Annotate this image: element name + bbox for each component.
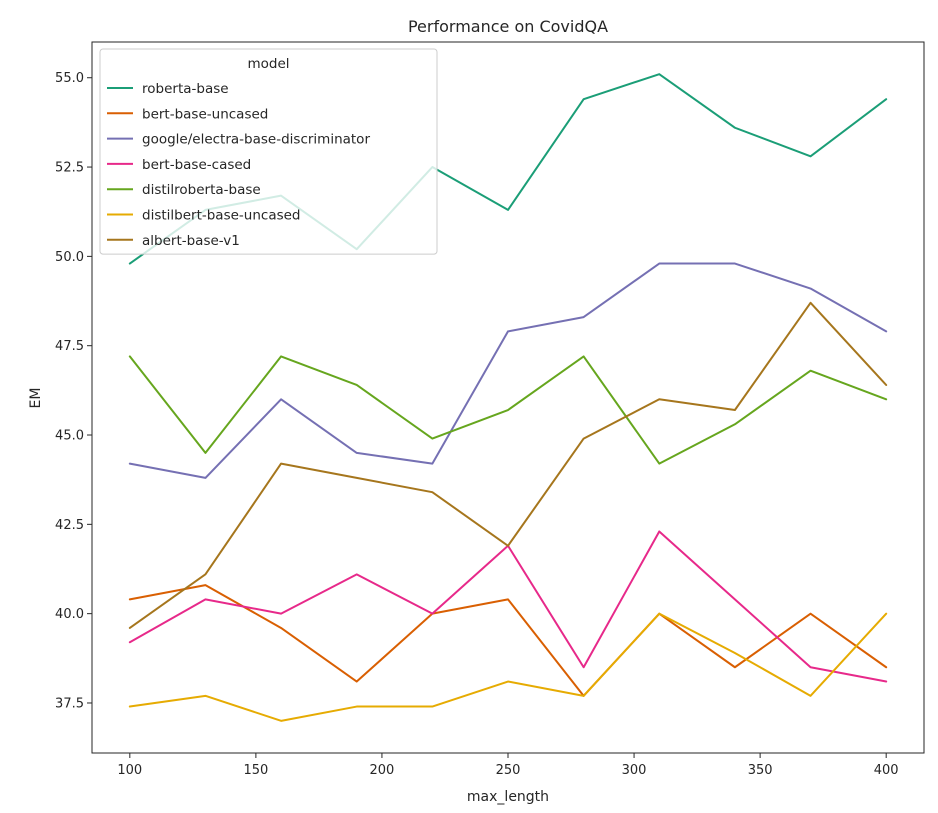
y-tick-label: 37.5 [55,696,84,711]
legend-label: albert-base-v1 [142,233,240,249]
legend-label: bert-base-cased [142,157,251,173]
legend-label: distilbert-base-uncased [142,208,301,224]
x-tick-label: 100 [117,763,142,778]
x-axis: 100 150 200 250 300 350 400 [117,753,899,778]
y-tick-label: 55.0 [55,71,84,86]
legend-title: model [247,56,289,72]
y-axis: 37.5 40.0 42.5 45.0 47.5 50.0 52.5 55.0 [55,71,92,711]
x-tick-label: 200 [370,763,395,778]
legend-box [99,48,438,255]
legend: model roberta-base bert-base-uncased google… [99,48,438,255]
series-line-distilbert-base-uncased [128,612,888,722]
y-tick-label: 45.0 [55,429,84,444]
y-tick-label: 50.0 [55,250,84,265]
series-line-google-electra-base-discriminator [128,262,888,479]
x-tick-label: 350 [748,763,773,778]
y-tick-label: 52.5 [55,161,84,176]
y-tick-label: 42.5 [55,518,84,533]
y-axis-label: EM [28,388,44,409]
legend-label: distilroberta-base [142,182,261,198]
x-tick-label: 150 [243,763,268,778]
legend-label: bert-base-uncased [142,106,268,122]
chart-title: Performance on CovidQA [408,17,608,36]
series-line-bert-base-uncased [128,584,888,697]
y-tick-label: 40.0 [55,607,84,622]
series-line-distilroberta-base [128,355,888,465]
y-tick-label: 47.5 [55,339,84,354]
legend-label: google/electra-base-discriminator [142,132,370,148]
x-tick-label: 400 [874,763,899,778]
x-tick-label: 300 [622,763,647,778]
x-axis-label: max_length [467,789,549,805]
legend-label: roberta-base [142,81,229,97]
series-line-albert-base-v1 [128,301,888,629]
x-tick-label: 250 [496,763,521,778]
